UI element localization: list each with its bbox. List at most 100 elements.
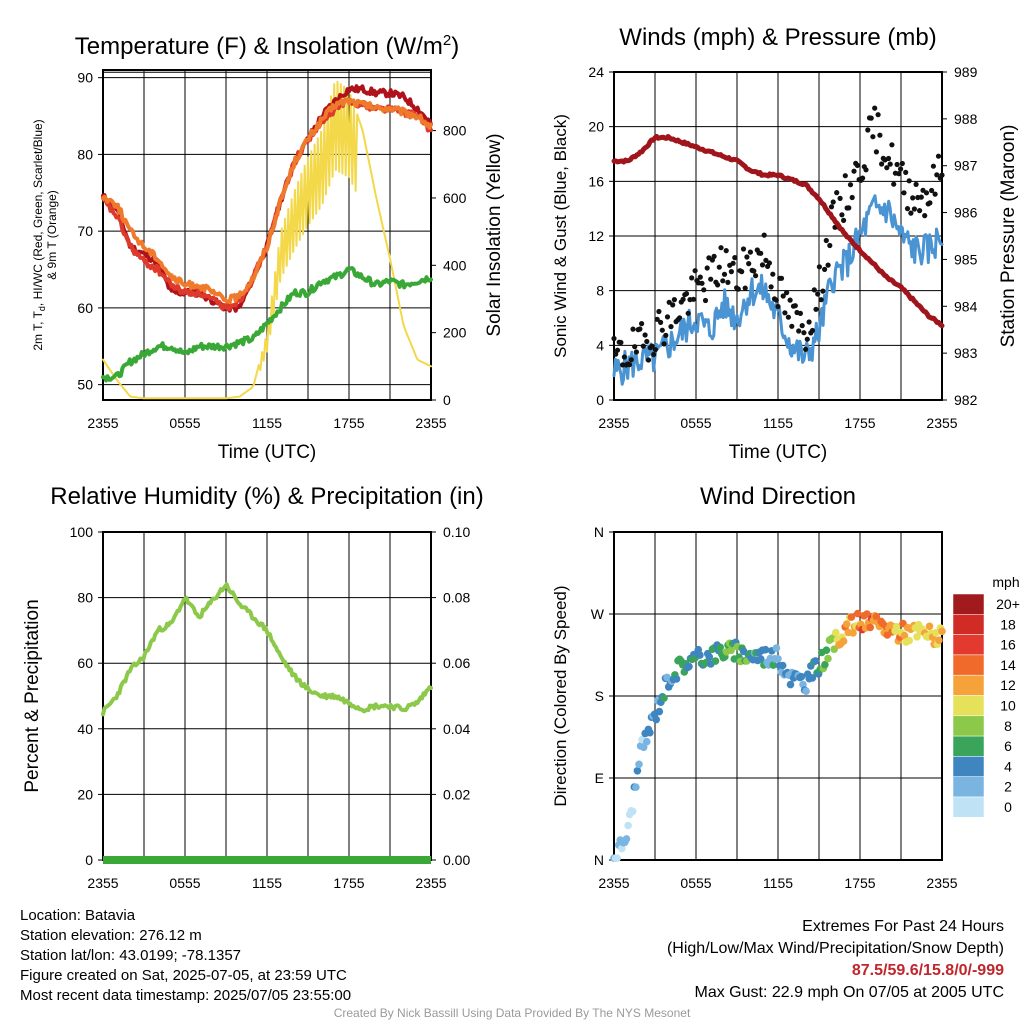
wind-gust-point <box>663 332 669 338</box>
direction-point <box>932 629 940 637</box>
wind-gust-point <box>860 175 866 181</box>
x-tick-label: 0555 <box>680 875 711 891</box>
wind-gust-point <box>796 328 802 334</box>
y-axis-label: Direction (Colored By Speed) <box>551 585 570 806</box>
x-tick-label: 1755 <box>333 415 364 431</box>
direction-point <box>633 767 642 775</box>
y-tick-label: 80 <box>77 590 93 606</box>
y-tick-label: N <box>594 852 604 868</box>
y2-tick-label: 983 <box>954 345 978 361</box>
y-tick-label: W <box>591 606 605 622</box>
wind-gust-point <box>658 319 664 325</box>
wind-gust-point <box>825 262 831 268</box>
wind-gust-point <box>649 343 655 349</box>
insolation-line <box>102 80 432 400</box>
wind-gust-point <box>834 190 840 196</box>
y2-axis-label: Station Pressure (Maroon) <box>998 125 1019 348</box>
extremes-values: 87.5/59.6/15.8/0/-999 <box>851 962 1004 979</box>
wind-gust-point <box>735 286 741 292</box>
wind-gust-point <box>753 273 759 279</box>
direction-point <box>628 807 637 816</box>
wind-gust-point <box>923 190 930 196</box>
wind-gust-point <box>797 310 804 316</box>
wind-gust-point <box>911 206 918 212</box>
wind-gust-point <box>644 338 650 345</box>
wind-gust-point <box>732 255 738 261</box>
colorbar-label: 18 <box>1000 616 1016 632</box>
x-tick-label: 2355 <box>926 415 957 431</box>
pressure-line <box>611 134 945 329</box>
wind-gust-point <box>740 246 747 252</box>
latlon-text: Station lat/lon: 43.0199; -78.1357 <box>20 947 242 964</box>
wind-gust-point <box>728 269 735 275</box>
wind-gust-point <box>701 287 707 293</box>
wind-gust-point <box>908 210 914 216</box>
x-tick-label: 1755 <box>844 875 875 891</box>
wind-gust-point <box>872 105 878 111</box>
wind-gust-point <box>685 310 691 316</box>
wind-gust-point <box>651 351 657 358</box>
y2-tick-label: 984 <box>954 298 978 314</box>
wind-gust-point <box>868 115 874 121</box>
extremes-title: Extremes For Past 24 Hours <box>802 918 1004 935</box>
y-tick-label: E <box>595 770 604 786</box>
direction-point <box>618 844 626 853</box>
direction-point <box>705 653 714 661</box>
wind-gust-point <box>614 347 621 353</box>
wind-gust-point <box>823 237 829 244</box>
colorbar-label: 14 <box>1000 657 1016 673</box>
x-tick-label: 0555 <box>169 415 200 431</box>
wind-gust-point <box>645 357 652 363</box>
direction-point <box>774 655 782 663</box>
wind-gust-point <box>903 169 909 175</box>
direction-point <box>646 728 654 737</box>
wind-gust-point <box>827 242 833 249</box>
wind-gust-point <box>917 208 923 214</box>
wind-gust-point <box>849 194 855 201</box>
y2-tick-label: 985 <box>954 251 978 267</box>
wind-gust-point <box>626 362 633 368</box>
y-tick-label: 50 <box>77 377 93 393</box>
wind-gust-point <box>659 327 665 333</box>
direction-point <box>872 612 881 621</box>
wind-gust-point <box>689 275 695 281</box>
colorbar-label: 8 <box>1004 718 1012 734</box>
wind-gust-point <box>870 134 876 140</box>
colorbar-swatch <box>952 593 985 615</box>
colorbar-label: 0 <box>1004 799 1012 815</box>
wind-gust-point <box>815 291 821 297</box>
wind-gust-point <box>654 316 660 322</box>
direction-point <box>632 783 640 791</box>
wind-gust-point <box>837 195 843 201</box>
x-axis-label: Time (UTC) <box>729 442 828 463</box>
colorbar-label: 10 <box>1000 698 1016 714</box>
colorbar-swatch <box>952 654 985 676</box>
colorbar-swatch <box>952 756 985 777</box>
wind-gust-point <box>898 166 904 172</box>
wind-gust-point <box>692 268 698 274</box>
wind-gust-point <box>932 191 938 197</box>
y2-tick-label: 0.08 <box>443 590 470 606</box>
direction-point <box>672 675 681 683</box>
wind-gust-point <box>711 253 717 259</box>
wind-gust-point <box>759 262 766 268</box>
wind-gust-point <box>680 296 686 302</box>
direction-point <box>900 631 909 640</box>
wind-gust-point <box>806 319 812 325</box>
wind-gust-point <box>891 181 897 187</box>
humidity-line <box>101 582 433 717</box>
wind-gust-point <box>768 284 774 290</box>
wind-gust-point <box>742 285 748 291</box>
y-tick-label: 0 <box>85 852 93 868</box>
y-tick-label: 60 <box>77 655 93 671</box>
y-tick-label: 24 <box>588 64 604 80</box>
y-axis-label-line2: & 9m T (Orange) <box>45 190 59 280</box>
wind-gust-point <box>865 127 871 133</box>
wind-gust-point <box>804 336 810 342</box>
colorbar-label: 12 <box>1000 677 1016 693</box>
wind-gust-point <box>633 349 640 355</box>
direction-point <box>866 623 874 632</box>
wind-gust-point <box>683 291 690 297</box>
wind-gust-point <box>818 297 824 303</box>
